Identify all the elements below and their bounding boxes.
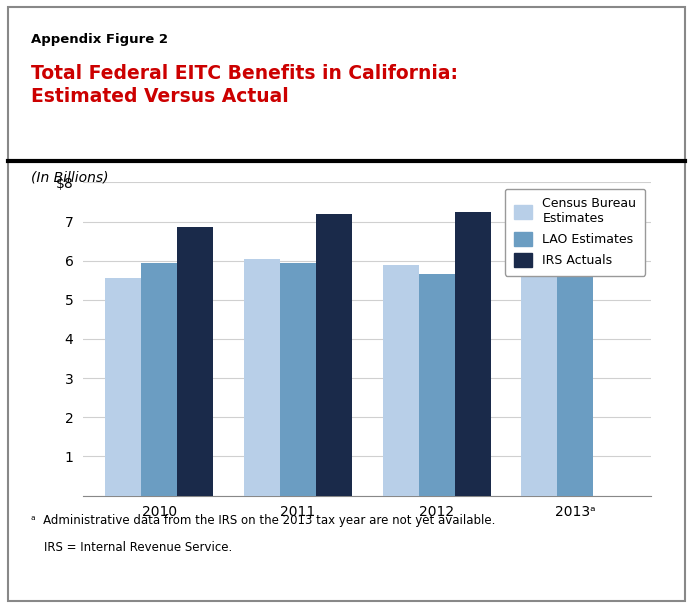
Legend: Census Bureau
Estimates, LAO Estimates, IRS Actuals: Census Bureau Estimates, LAO Estimates, … (505, 188, 645, 276)
Text: IRS = Internal Revenue Service.: IRS = Internal Revenue Service. (44, 541, 232, 554)
Bar (316, 214, 352, 496)
Bar (383, 264, 419, 496)
Bar (521, 277, 557, 496)
Text: Total Federal EITC Benefits in California:
Estimated Versus Actual: Total Federal EITC Benefits in Californi… (31, 64, 458, 106)
Bar (280, 263, 316, 496)
Bar (557, 274, 593, 496)
Text: (In Billions): (In Billions) (31, 170, 109, 184)
Text: ᵃ  Administrative data from the IRS on the 2013 tax year are not yet available.: ᵃ Administrative data from the IRS on th… (31, 514, 495, 527)
Bar (177, 227, 213, 496)
Bar (455, 212, 491, 496)
Bar (244, 259, 280, 496)
Bar (419, 274, 455, 496)
Text: Appendix Figure 2: Appendix Figure 2 (31, 33, 168, 46)
Bar (141, 263, 177, 496)
Bar (105, 278, 141, 496)
